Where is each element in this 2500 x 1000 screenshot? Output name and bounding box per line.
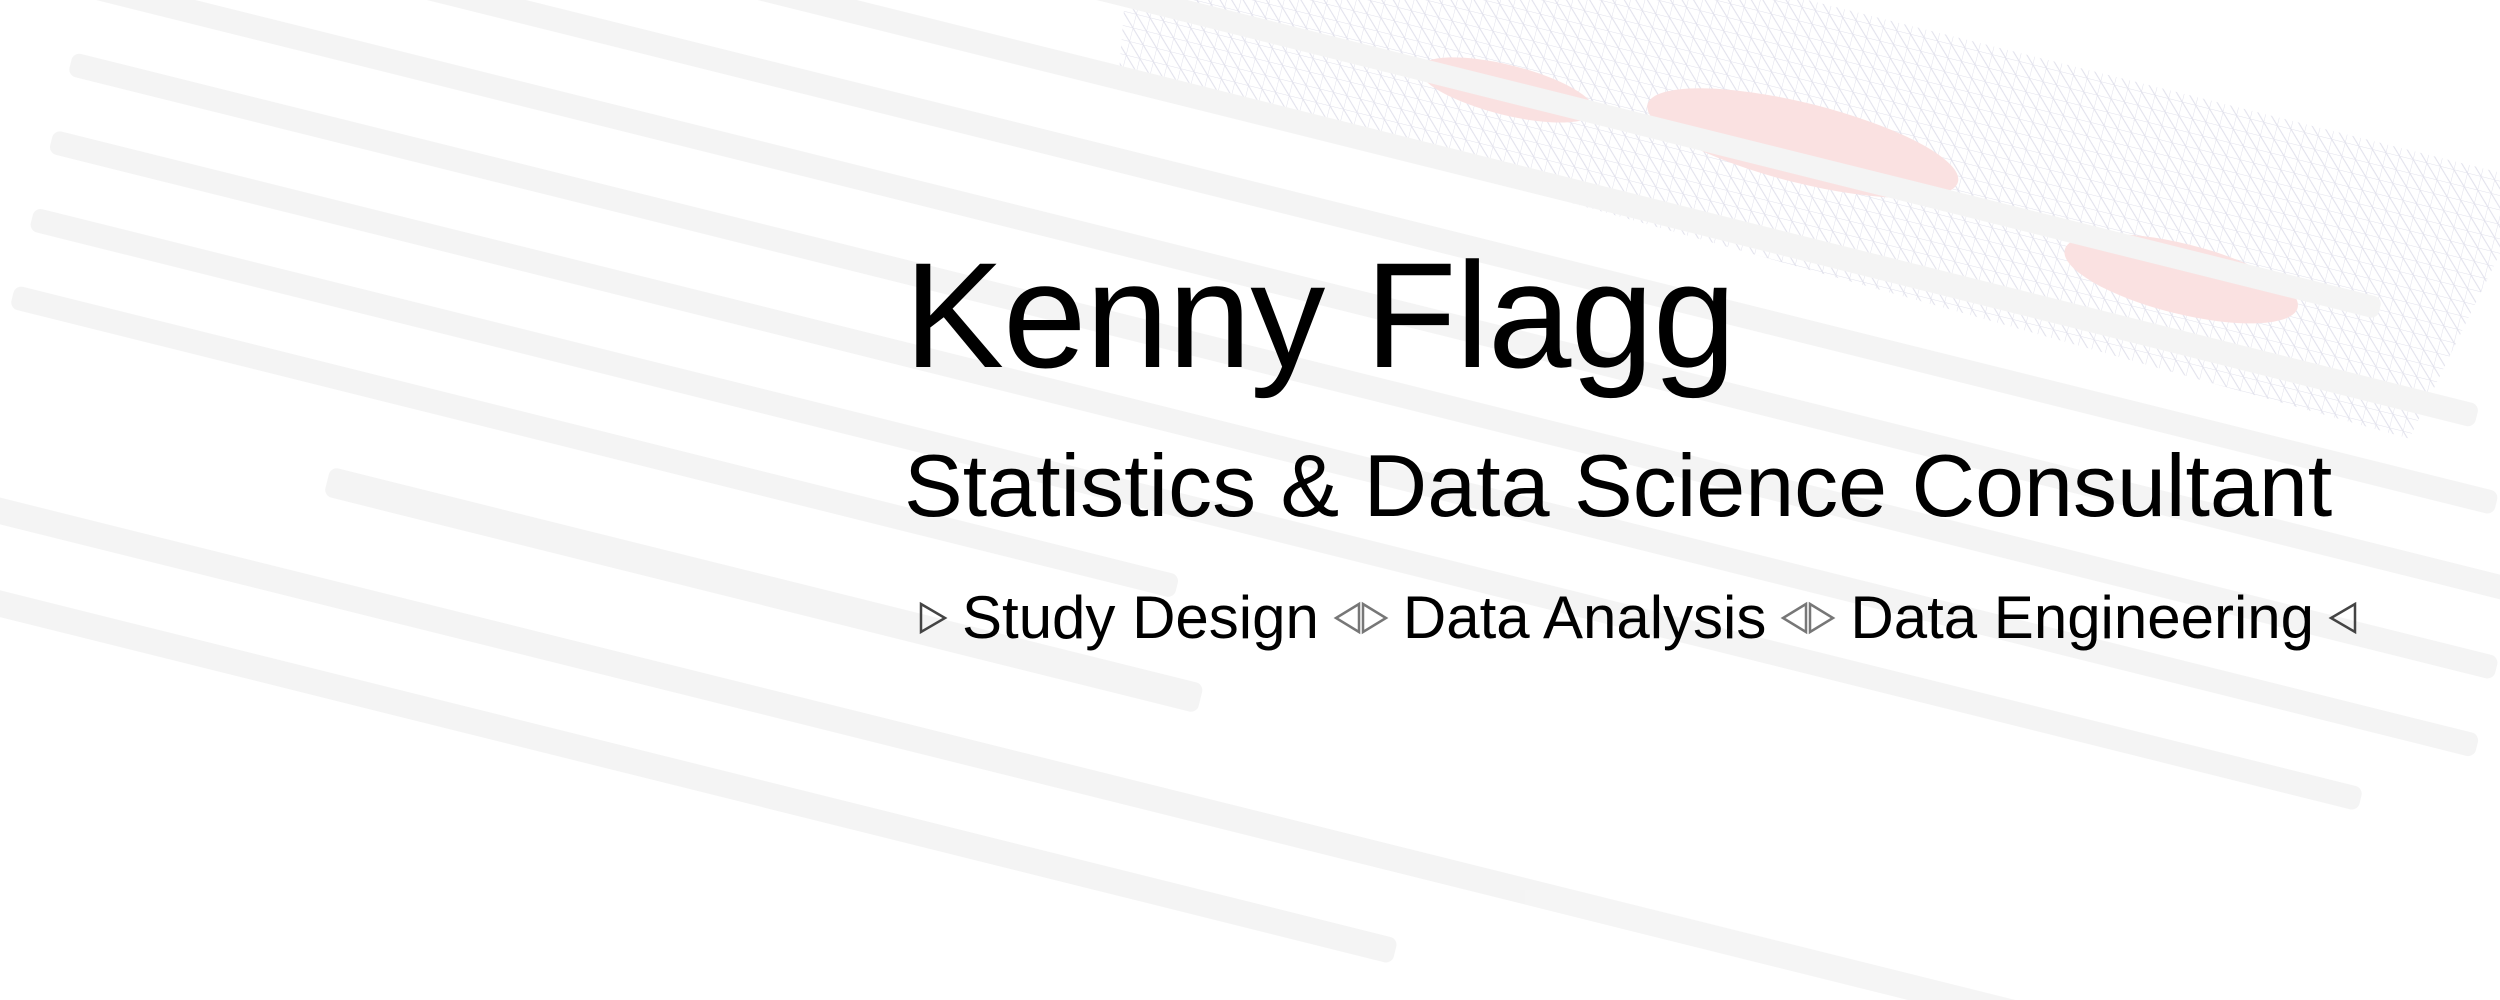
service: Study Design [962,584,1319,651]
separator [1333,601,1389,635]
services: Study Design Data Analysis Data Engineer… [904,588,2372,648]
service: Data Analysis [1402,584,1767,651]
separator [919,601,948,635]
tagline: Statistics & Data Science Consultant [904,436,2333,535]
name: Kenny Flagg [904,231,1736,399]
separator [2328,601,2357,635]
service: Data Engineering [1850,584,2315,651]
separator [1780,601,1836,635]
hero: Kenny Flagg Statistics & Data Science Co… [904,240,2372,648]
